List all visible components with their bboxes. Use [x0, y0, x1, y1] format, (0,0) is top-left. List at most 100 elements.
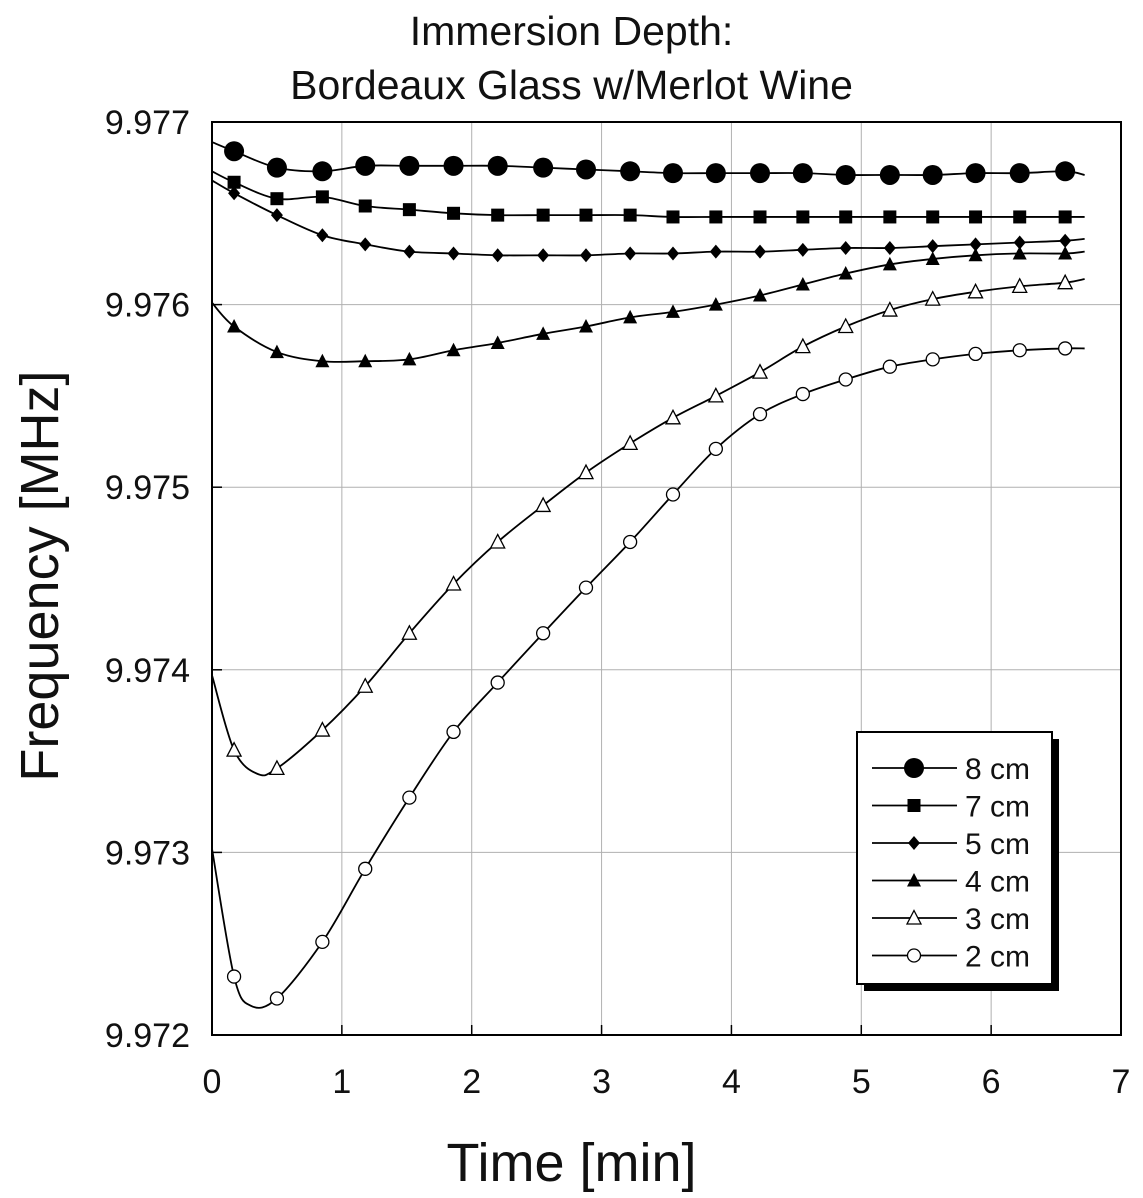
data-point	[270, 208, 283, 223]
data-point	[226, 969, 242, 984]
data-point	[358, 353, 373, 368]
data-point	[969, 237, 982, 252]
data-point	[753, 210, 767, 224]
data-point	[443, 155, 464, 176]
data-point	[579, 248, 592, 263]
data-point	[579, 208, 593, 222]
data-point	[752, 287, 767, 302]
data-point	[1011, 277, 1028, 293]
data-point	[965, 163, 986, 184]
legend-label: 8 cm	[965, 753, 1030, 786]
x-tick-label: 4	[722, 1063, 741, 1101]
series-8-cm	[211, 141, 1085, 185]
data-point	[490, 335, 505, 349]
legend: 8 cm 7 cm 5 cm 4 cm 3 cm 2 cm	[856, 731, 1059, 991]
series-line	[211, 278, 1085, 777]
data-point	[224, 141, 245, 162]
data-point	[751, 363, 769, 379]
data-point	[837, 317, 854, 334]
data-point	[1058, 210, 1072, 224]
data-point	[578, 319, 593, 333]
data-point	[925, 352, 940, 367]
data-point	[795, 386, 810, 402]
y-tick-label: 9.973	[105, 834, 190, 872]
data-point	[228, 186, 241, 201]
x-tick-label: 6	[982, 1063, 1001, 1101]
data-point	[269, 344, 284, 359]
data-point	[315, 190, 329, 204]
series-4-cm	[211, 245, 1085, 368]
data-point	[623, 208, 637, 222]
legend-marker	[907, 799, 921, 812]
series-2-cm	[211, 341, 1085, 1009]
data-point	[490, 675, 505, 690]
series-line	[211, 141, 1085, 176]
y-tick-label: 9.976	[105, 287, 190, 325]
chart-title-line-1: Immersion Depth:	[409, 8, 734, 54]
legend-label: 4 cm	[965, 866, 1030, 899]
data-point	[535, 496, 552, 513]
data-point	[707, 386, 724, 403]
data-point	[401, 624, 418, 640]
x-tick-label: 1	[332, 1063, 351, 1101]
data-point	[535, 626, 551, 641]
data-point	[1012, 343, 1027, 358]
data-point	[622, 434, 639, 451]
data-point	[227, 175, 241, 189]
data-point	[666, 210, 680, 224]
data-point	[357, 677, 374, 693]
data-point	[881, 301, 898, 317]
series-lines	[211, 141, 1085, 1009]
data-point	[883, 240, 896, 255]
legend-label: 7 cm	[965, 791, 1030, 824]
data-point	[226, 741, 243, 757]
data-point	[709, 244, 722, 259]
data-point	[227, 319, 242, 333]
legend-marker	[906, 948, 922, 963]
y-tick-label: 9.972	[105, 1017, 190, 1055]
chart-title-line-2: Bordeaux Glass w/Merlot Wine	[290, 62, 853, 108]
data-point	[1013, 235, 1026, 250]
data-point	[578, 580, 594, 595]
data-point	[792, 163, 813, 184]
series-line	[211, 250, 1085, 363]
data-point	[922, 164, 943, 185]
data-point	[924, 290, 941, 306]
data-point	[749, 163, 770, 184]
y-axis-title: Frequency [MHz]	[10, 370, 70, 782]
data-point	[883, 210, 897, 224]
data-point	[269, 991, 285, 1006]
data-point	[967, 282, 984, 299]
data-point	[968, 247, 983, 262]
data-point	[968, 346, 983, 362]
data-point	[926, 239, 939, 254]
data-point	[709, 210, 723, 224]
data-point	[1009, 163, 1030, 184]
data-point	[1055, 161, 1076, 182]
data-point	[491, 208, 505, 222]
data-point	[270, 192, 284, 206]
data-point	[315, 353, 330, 368]
data-point	[312, 161, 333, 182]
series-line	[211, 179, 1085, 257]
data-point	[536, 326, 551, 340]
data-point	[708, 441, 723, 457]
x-tick-label: 5	[852, 1063, 871, 1101]
data-point	[708, 297, 723, 311]
data-point	[666, 246, 679, 261]
data-point	[882, 359, 898, 374]
data-point	[839, 240, 852, 255]
series-line	[211, 170, 1085, 218]
y-tick-label: 9.977	[105, 104, 190, 142]
y-axis-title-wrapper: Frequency [MHz]	[0, 0, 80, 1198]
data-point	[359, 237, 372, 252]
data-point	[491, 248, 504, 263]
legend-label: 3 cm	[965, 903, 1030, 936]
data-point	[447, 246, 460, 261]
data-point	[925, 251, 940, 265]
data-point	[447, 206, 461, 220]
data-point	[753, 244, 766, 259]
series-7-cm	[211, 170, 1085, 224]
data-point	[399, 155, 420, 176]
plot-frame	[211, 121, 1122, 1036]
